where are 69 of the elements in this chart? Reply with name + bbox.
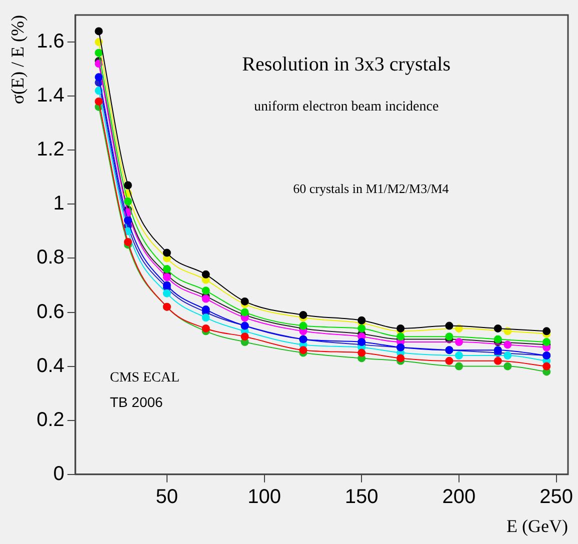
point [94, 48, 103, 57]
y-tick-label: 1.6 [36, 30, 64, 53]
point [124, 238, 132, 246]
y-tick-label: 0.8 [36, 246, 64, 269]
point [299, 310, 308, 319]
point [240, 308, 249, 316]
text: Resolution in 3x3 crystals [242, 53, 451, 76]
annotation: TB 2006 [110, 394, 164, 410]
x-tick-label: 200 [442, 486, 476, 508]
point [202, 314, 210, 322]
point [162, 281, 171, 290]
y-tick-label: 0 [53, 462, 64, 485]
x-tick-label: 150 [344, 486, 378, 508]
point [445, 322, 454, 330]
annotation: CMS ECAL [110, 370, 180, 386]
point [94, 73, 103, 82]
point [358, 316, 366, 324]
x-axis-title: E (GeV) [506, 516, 568, 536]
point [396, 354, 405, 362]
point [504, 362, 512, 370]
x-tick-label: 250 [540, 486, 574, 508]
point [358, 338, 366, 346]
point [162, 273, 171, 282]
annotation: 60 crystals in M1/M2/M3/M4 [293, 180, 450, 196]
y-tick-label: 1 [53, 192, 64, 215]
point [358, 324, 366, 332]
point [504, 351, 512, 360]
point [162, 248, 171, 257]
point [445, 356, 454, 365]
point [504, 340, 512, 349]
point [494, 324, 502, 332]
point [445, 332, 454, 341]
point [299, 322, 308, 330]
point [494, 346, 502, 354]
y-tick-label: 1.4 [36, 84, 64, 107]
point [542, 362, 551, 370]
point [299, 346, 308, 354]
y-tick-label: 0.2 [36, 408, 64, 431]
point [542, 338, 551, 346]
point [124, 216, 132, 224]
point [202, 286, 210, 295]
point [202, 306, 210, 314]
point [240, 332, 249, 341]
point [396, 332, 405, 341]
x-tick-label: 50 [156, 486, 178, 508]
point [94, 97, 103, 106]
point [494, 335, 502, 344]
point [454, 338, 463, 346]
point [202, 294, 210, 303]
x-tick-label: 100 [248, 486, 281, 508]
point [124, 181, 132, 190]
point [396, 324, 405, 332]
point [94, 27, 103, 36]
point [454, 362, 463, 370]
point [162, 265, 171, 274]
y-tick-label: 1.2 [36, 138, 64, 161]
y-tick-label: 0.6 [36, 300, 64, 323]
point [240, 297, 249, 306]
point [542, 327, 551, 336]
point [202, 324, 210, 332]
y-tick-label: 0.4 [36, 354, 64, 377]
point [494, 356, 502, 365]
point [358, 348, 366, 357]
annotation: uniform electron beam incidence [254, 100, 439, 115]
point [454, 351, 463, 360]
y-axis-title: σ(E) / E (%) [8, 15, 28, 104]
point [162, 289, 171, 298]
point [124, 197, 132, 206]
point [202, 270, 210, 278]
